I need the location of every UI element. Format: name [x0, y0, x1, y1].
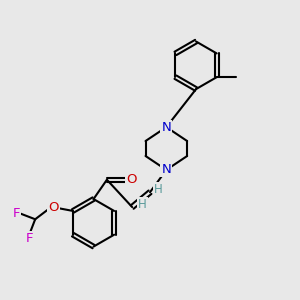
Text: O: O: [48, 202, 59, 214]
Text: H: H: [154, 183, 163, 196]
Text: F: F: [26, 232, 33, 245]
Text: F: F: [12, 207, 20, 220]
Text: N: N: [161, 164, 171, 176]
Text: O: O: [126, 173, 137, 186]
Text: H: H: [138, 198, 147, 211]
Text: N: N: [161, 121, 171, 134]
